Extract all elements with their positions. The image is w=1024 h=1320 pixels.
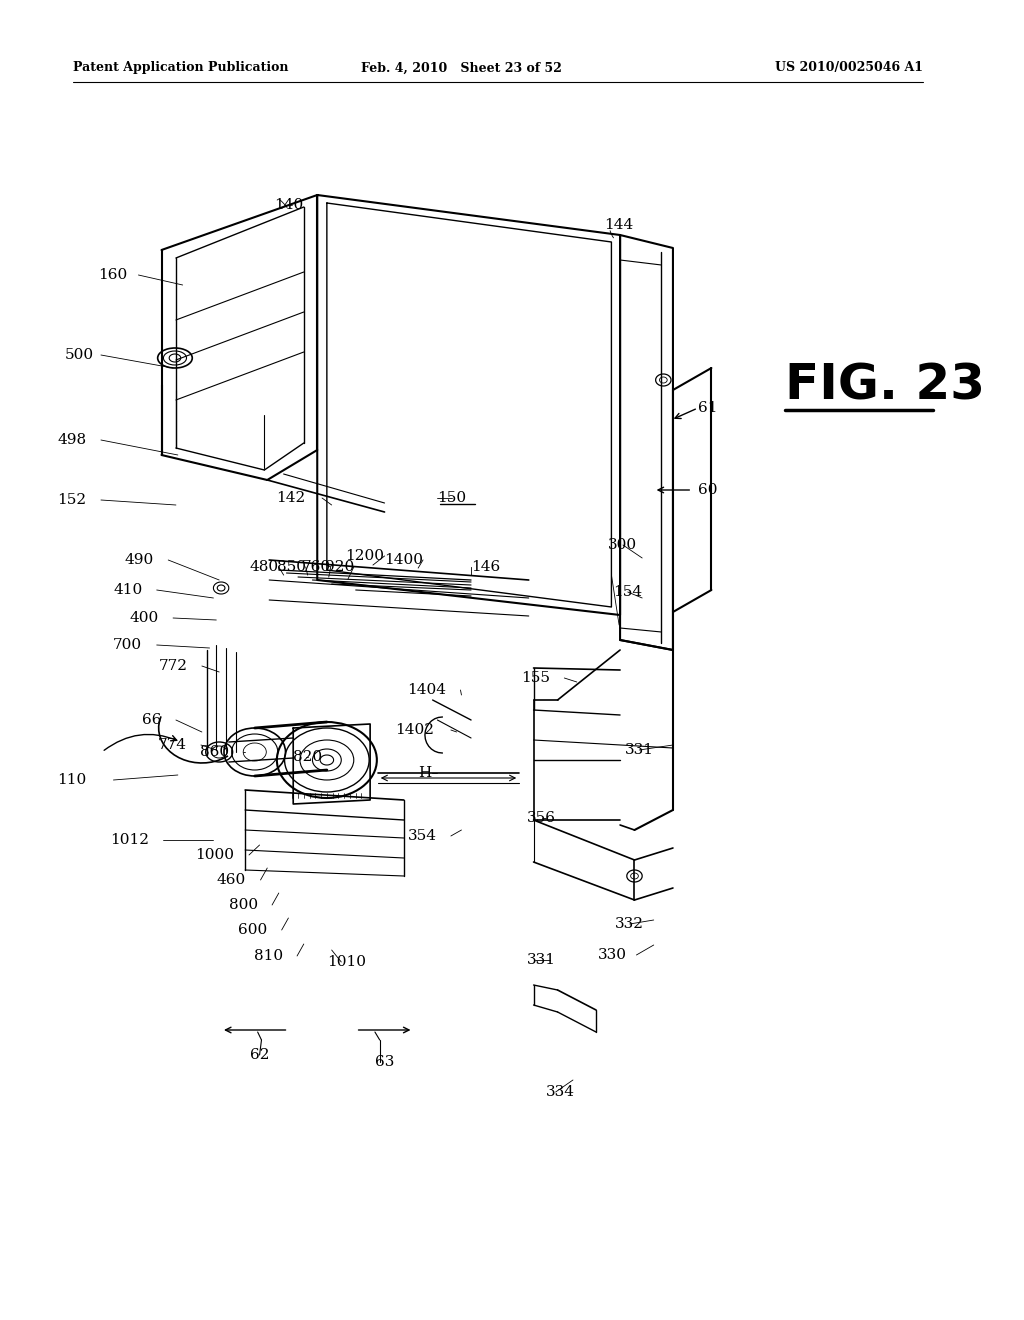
Text: 600: 600 [238,923,267,937]
Text: 700: 700 [114,638,142,652]
Text: 498: 498 [57,433,86,447]
Text: 62: 62 [250,1048,269,1063]
Text: 920: 920 [325,560,353,574]
Text: 772: 772 [159,659,187,673]
Text: 300: 300 [607,539,637,552]
Text: 810: 810 [254,949,283,964]
Text: 334: 334 [546,1085,575,1100]
Text: 332: 332 [615,917,644,931]
Text: 500: 500 [66,348,94,362]
Text: 760: 760 [302,560,331,574]
Text: 144: 144 [604,218,633,232]
Text: 63: 63 [375,1055,394,1069]
Text: 356: 356 [526,810,556,825]
Text: 160: 160 [98,268,128,282]
Text: 110: 110 [57,774,86,787]
Text: 331: 331 [625,743,654,756]
Text: 60: 60 [698,483,718,498]
Text: 820: 820 [293,750,323,764]
Text: 331: 331 [526,953,556,968]
Text: 354: 354 [408,829,436,843]
Text: 1010: 1010 [327,954,366,969]
Text: 61: 61 [698,401,718,414]
Text: 1402: 1402 [395,723,434,737]
Text: 150: 150 [437,491,466,506]
Text: 1400: 1400 [384,553,423,568]
Text: 774: 774 [158,738,186,752]
Text: 155: 155 [521,671,550,685]
Text: US 2010/0025046 A1: US 2010/0025046 A1 [775,62,923,74]
Text: 1200: 1200 [345,549,385,564]
Text: 154: 154 [613,585,642,599]
Text: Feb. 4, 2010   Sheet 23 of 52: Feb. 4, 2010 Sheet 23 of 52 [361,62,562,74]
Text: FIG. 23: FIG. 23 [785,360,985,409]
Text: 490: 490 [125,553,154,568]
Text: H: H [419,766,432,780]
Text: 1404: 1404 [408,682,446,697]
Text: 410: 410 [113,583,142,597]
Text: 860: 860 [200,744,228,759]
Text: 142: 142 [276,491,306,506]
Text: 146: 146 [471,560,501,574]
Text: 330: 330 [598,948,627,962]
Text: 66: 66 [142,713,162,727]
Text: 460: 460 [217,873,246,887]
Text: 1012: 1012 [110,833,150,847]
Text: 800: 800 [228,898,258,912]
Text: 140: 140 [273,198,303,213]
Text: 152: 152 [57,492,86,507]
Text: Patent Application Publication: Patent Application Publication [73,62,289,74]
Text: 1000: 1000 [196,847,234,862]
Text: 480: 480 [250,560,279,574]
Text: 400: 400 [129,611,159,624]
Text: 850: 850 [276,560,306,574]
